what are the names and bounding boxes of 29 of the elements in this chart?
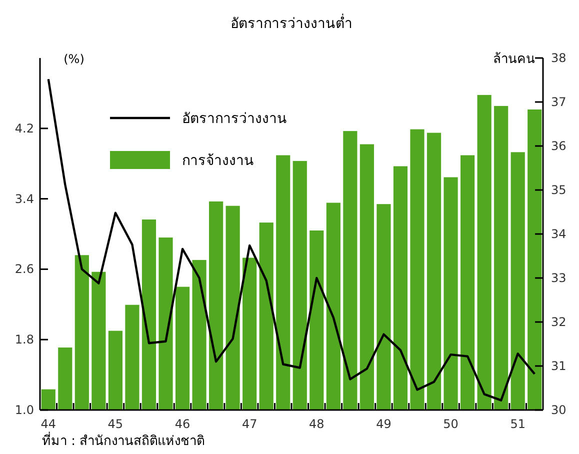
x-tick-label: 49	[376, 417, 392, 431]
legend-label: การจ้างงาน	[182, 153, 254, 169]
x-tick-label: 46	[174, 417, 190, 431]
text: ที่มา : สำนักงานสถิติแห่งชาติ	[42, 432, 205, 449]
line-series	[47, 78, 536, 402]
y-tick-label: 3.4	[14, 192, 34, 206]
y2-tick-label: 36	[551, 139, 566, 153]
y2-tick-label: 37	[551, 95, 566, 109]
y2-tick-label: 30	[551, 403, 566, 417]
legend-label: อัตราการว่างงาน	[182, 111, 287, 127]
y2-tick-label: 38	[551, 51, 566, 65]
y2-tick-label: 31	[551, 359, 566, 373]
y-tick-label: 1.8	[14, 332, 34, 347]
y2-tick-label: 33	[551, 271, 566, 285]
x-tick-label: 45	[108, 417, 124, 431]
y2-tick-label: 34	[551, 227, 566, 241]
y-tick-label: 4.2	[14, 121, 34, 136]
x-tick-label: 44	[40, 417, 56, 431]
x-tick-label: 51	[510, 417, 526, 431]
chart-title: อัตราการว่างงานต่ำ	[230, 14, 352, 32]
y-tick-label: 1.0	[14, 403, 34, 417]
x-tick-label: 47	[242, 417, 258, 431]
y2-tick-label: 32	[551, 315, 566, 329]
y-tick-label: 2.6	[14, 262, 34, 276]
x-tick-label: 50	[443, 417, 458, 431]
y2-axis-title: ล้านคน	[493, 52, 535, 67]
x-tick-label: 48	[309, 417, 324, 431]
y2-tick-label: 35	[551, 183, 566, 197]
y-axis-title: (%)	[64, 52, 84, 66]
